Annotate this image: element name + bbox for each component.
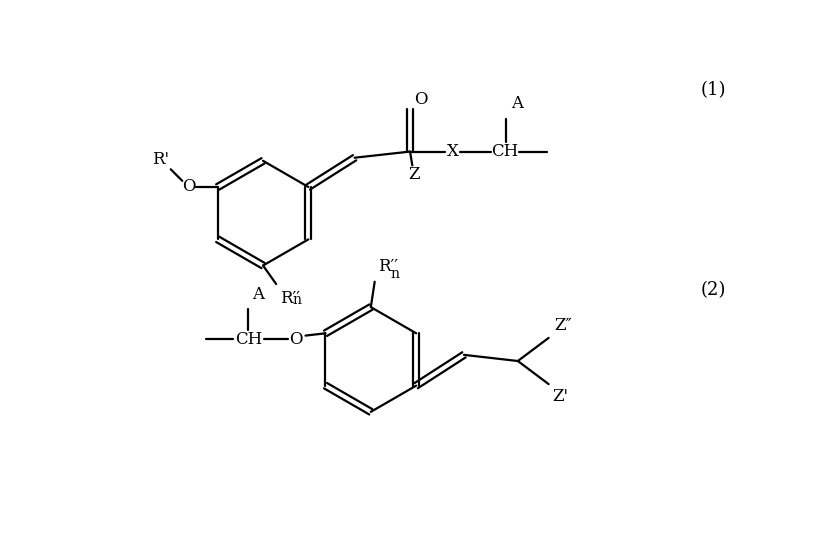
Text: Z': Z' [552,388,568,405]
Text: X: X [446,143,459,160]
Text: (2): (2) [700,281,726,299]
Text: n: n [292,293,301,307]
Text: Z″: Z″ [554,317,572,334]
Text: R′′: R′′ [280,290,300,307]
Text: n: n [390,267,399,281]
Text: Z: Z [408,166,420,183]
Text: A: A [511,95,523,112]
Text: R': R' [152,151,169,168]
Text: (1): (1) [700,81,726,99]
Text: O: O [414,91,427,109]
Text: A: A [252,286,264,303]
Text: R′′: R′′ [379,258,398,275]
Text: CH: CH [491,143,518,160]
Text: O: O [182,179,196,195]
Text: O: O [290,331,303,348]
Text: CH: CH [235,331,262,348]
